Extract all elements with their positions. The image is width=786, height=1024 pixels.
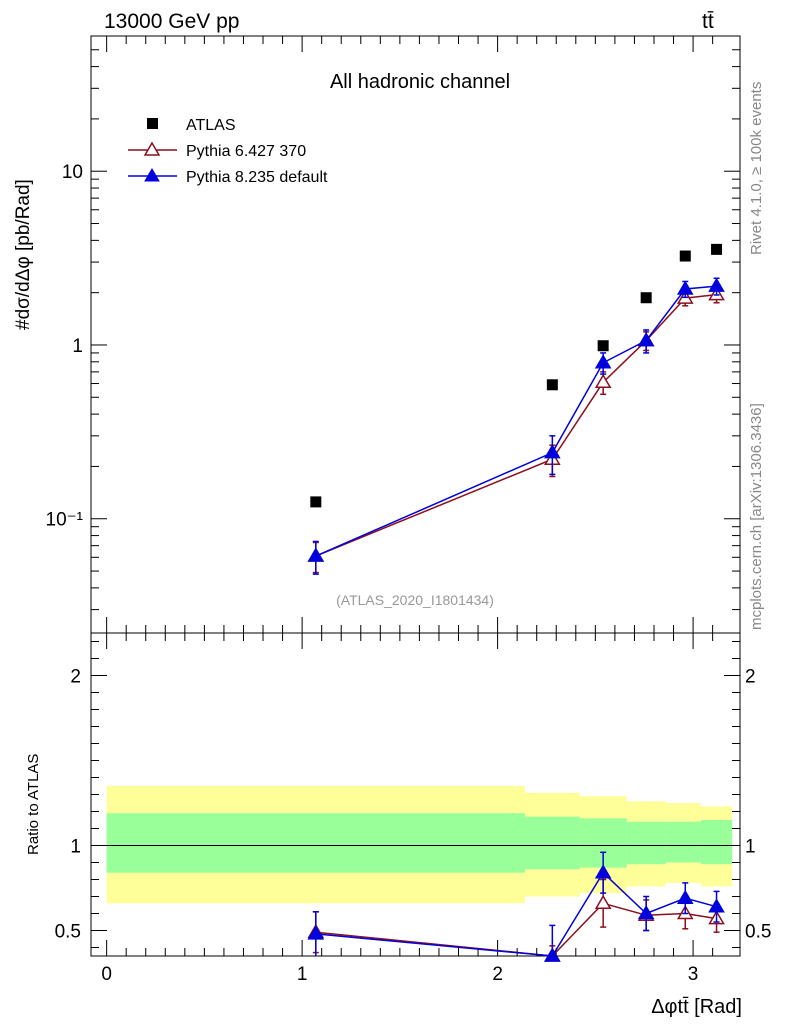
atlas-point <box>310 496 322 508</box>
py6-ratio-line <box>315 902 717 957</box>
atlas-point <box>597 340 609 352</box>
ratio-band-inner <box>626 821 666 865</box>
py8-ratio-point <box>637 905 655 920</box>
ratio-bands <box>91 786 740 904</box>
y-axis-label: #dσ/dΔφ [pb/Rad] <box>13 179 34 330</box>
x-tick-label: 3 <box>688 964 699 985</box>
main-panel: 10⁻¹ 1 10 All hadronic channel (ATLAS_2020… <box>13 35 741 634</box>
legend: ATLAS Pythia 6.427 370 Pythia 8.235 defa… <box>128 117 328 186</box>
y-tick-label: 10 <box>62 162 83 183</box>
py8-ratio-point <box>307 925 325 940</box>
py8-line <box>315 285 717 557</box>
process-label: tt̄ <box>702 10 714 33</box>
main-data-layer <box>307 243 725 575</box>
x-tick-label: 2 <box>492 964 503 985</box>
ratio-y-tick-label-right: 0.5 <box>745 922 771 943</box>
py8-point <box>676 280 694 295</box>
mcplots-label: mcplots.cern.ch [arXiv:1306.3436] <box>748 403 765 630</box>
legend-py8-marker <box>144 168 160 182</box>
ratio-y-tick-label: 0.5 <box>55 922 81 943</box>
energy-label: 13000 GeV pp <box>104 10 239 33</box>
ratio-panel: 0.5 0.5 1 1 2 2 0 1 2 3 Ratio to ATLAS <box>25 632 771 985</box>
py8-point <box>307 547 325 562</box>
legend-py6-marker <box>143 141 161 156</box>
ratio-y-tick-label-right: 2 <box>745 667 756 688</box>
ratio-axis-ticks: 0.5 0.5 1 1 2 2 0 1 2 3 <box>55 633 771 985</box>
atlas-point <box>679 250 691 262</box>
py6-line <box>315 293 717 557</box>
atlas-point <box>640 292 652 304</box>
legend-atlas-marker <box>147 118 158 129</box>
py8-point <box>708 277 725 292</box>
py8-point <box>637 332 655 347</box>
atlas-point <box>546 379 558 391</box>
legend-py8-label: Pythia 8.235 default <box>186 169 328 186</box>
x-tick-label: 0 <box>101 964 112 985</box>
py6-ratio-point <box>594 894 612 910</box>
py8-point <box>544 444 561 459</box>
ratio-data-layer <box>307 851 725 962</box>
ratio-band-inner <box>665 821 701 863</box>
main-axis-ticks: 10⁻¹ 1 10 <box>46 35 740 633</box>
x-axis-label: Δφtt̄ [Rad] <box>651 996 742 1018</box>
ratio-y-label: Ratio to ATLAS <box>25 754 42 855</box>
y-tick-label: 10⁻¹ <box>46 510 84 531</box>
py8-ratio-point <box>544 947 561 962</box>
ratio-y-tick-label: 2 <box>70 667 81 688</box>
y-tick-label: 1 <box>72 336 83 357</box>
main-title: All hadronic channel <box>330 71 510 93</box>
py8-ratio-point <box>676 889 694 904</box>
ratio-y-tick-label-right: 1 <box>745 837 756 858</box>
py8-ratio-point <box>708 898 725 913</box>
py8-point <box>594 354 612 369</box>
legend-py6-label: Pythia 6.427 370 <box>186 143 306 160</box>
analysis-label: (ATLAS_2020_I1801434) <box>336 592 494 608</box>
rivet-label: Rivet 4.1.0, ≥ 100k events <box>748 82 765 255</box>
ratio-y-tick-label: 1 <box>70 837 81 858</box>
x-tick-label: 1 <box>297 964 308 985</box>
ratio-band-inner <box>524 816 580 870</box>
ratio-band-inner <box>700 820 733 865</box>
atlas-point <box>711 243 723 255</box>
py6-point <box>594 373 612 389</box>
ratio-band-inner <box>106 813 525 873</box>
py8-ratio-point <box>594 864 612 879</box>
legend-atlas-label: ATLAS <box>186 117 236 134</box>
